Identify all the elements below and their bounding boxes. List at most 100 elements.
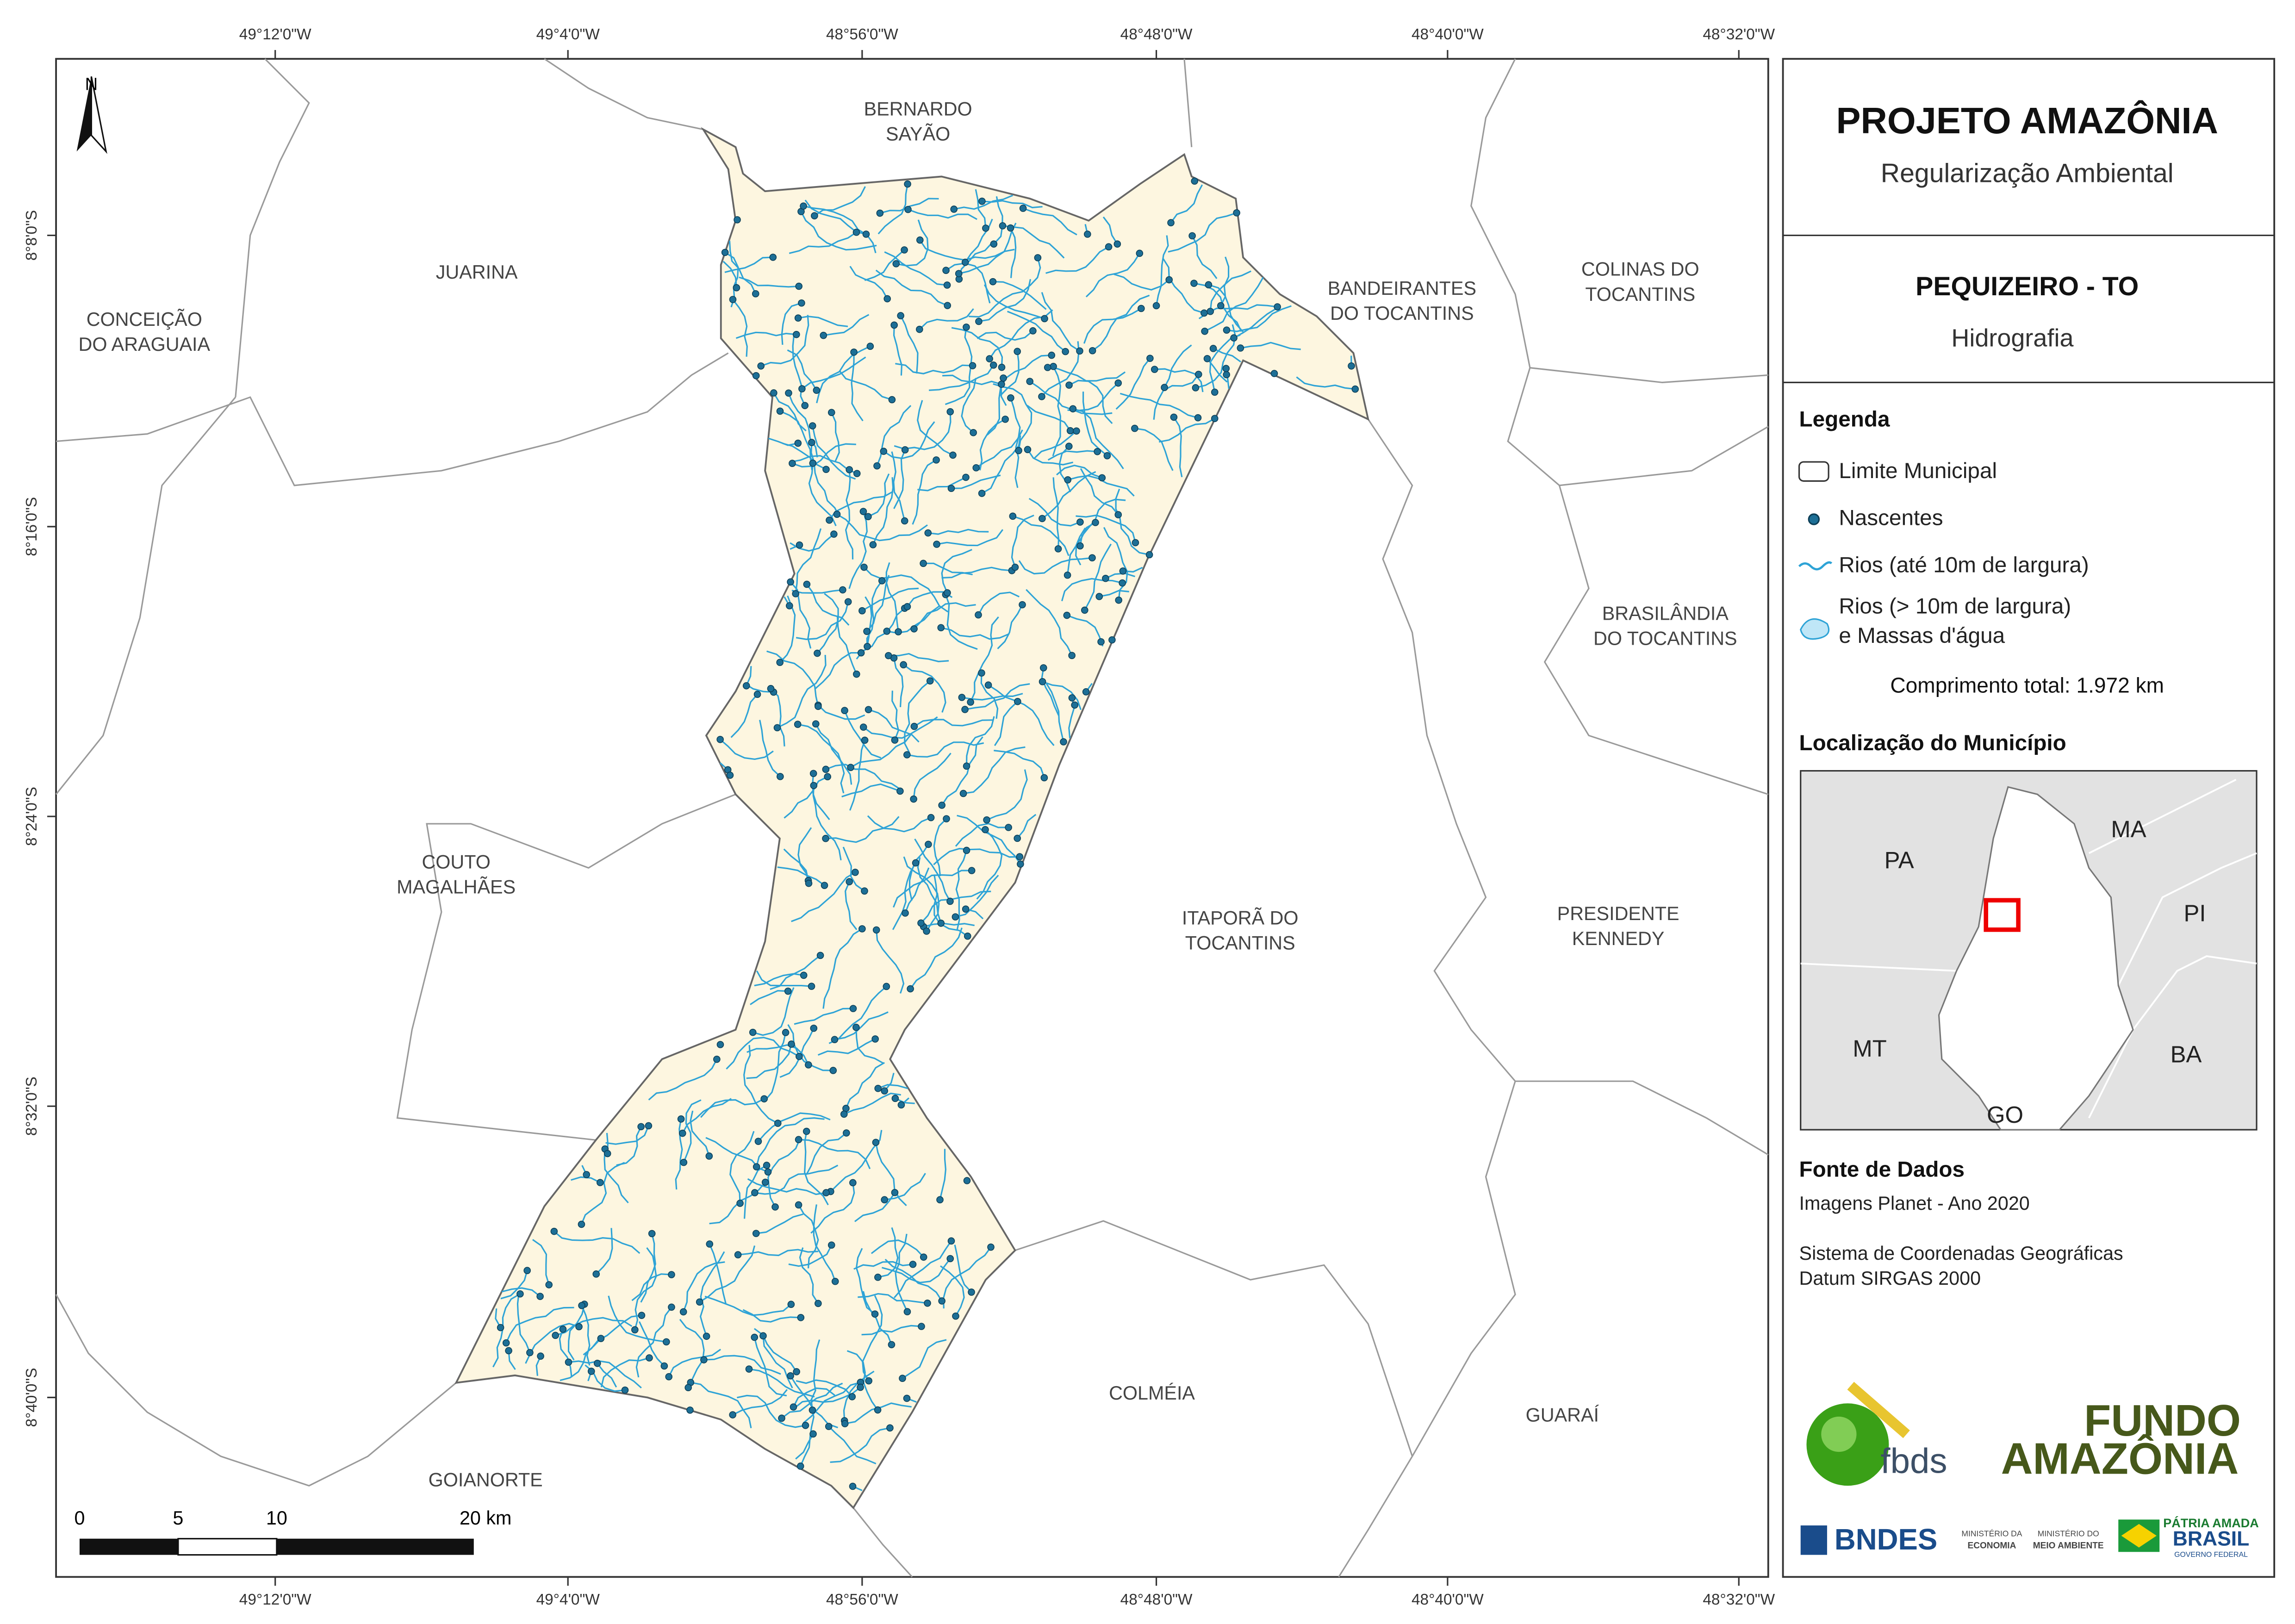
spring	[733, 284, 740, 292]
river	[608, 1295, 667, 1343]
spring	[1076, 518, 1084, 526]
river	[742, 1309, 801, 1323]
spring	[897, 312, 904, 319]
spring	[1088, 347, 1096, 355]
spring	[1237, 344, 1244, 352]
spring	[794, 721, 802, 728]
river	[955, 822, 1009, 847]
river	[923, 922, 975, 927]
spring	[1015, 447, 1022, 454]
spring	[858, 607, 866, 615]
spring	[1190, 280, 1198, 287]
river	[830, 1427, 890, 1463]
spring	[1211, 415, 1219, 423]
river	[806, 584, 850, 626]
river	[758, 1112, 831, 1142]
river	[846, 1350, 878, 1411]
river	[803, 205, 877, 254]
spring	[816, 952, 824, 959]
spring	[943, 815, 950, 822]
spring	[880, 448, 888, 455]
river	[888, 653, 949, 662]
spring	[497, 1324, 504, 1332]
spring	[947, 485, 955, 492]
spring	[798, 385, 806, 392]
spring	[1222, 365, 1230, 372]
spring	[559, 1325, 567, 1333]
river	[875, 1142, 907, 1207]
spring	[734, 216, 741, 224]
place-label: BANDEIRANTES	[1328, 278, 1476, 299]
river	[1154, 368, 1204, 392]
spring	[1065, 381, 1073, 389]
place-label: GOIANORTE	[429, 1469, 543, 1491]
spring	[962, 473, 970, 481]
river	[893, 325, 902, 376]
spring	[949, 451, 957, 459]
spring	[925, 840, 932, 848]
river	[808, 463, 837, 526]
spring	[809, 422, 816, 429]
spring	[989, 278, 997, 286]
river	[581, 1305, 591, 1366]
spring	[883, 295, 891, 303]
inset-borders	[1800, 778, 2257, 1119]
river	[876, 405, 912, 467]
river	[730, 694, 758, 738]
spring	[660, 1362, 668, 1370]
legend-label: Rios (até 10m de largura)	[1839, 553, 2089, 577]
spring	[679, 1308, 687, 1316]
river	[1240, 342, 1301, 350]
spring	[789, 460, 796, 467]
spring	[753, 1163, 760, 1170]
spring	[815, 703, 822, 710]
spring	[1138, 305, 1145, 312]
spring	[852, 1024, 860, 1031]
spring	[859, 723, 867, 731]
river	[1082, 392, 1108, 456]
lon-label: 48°48'0"W	[1120, 26, 1193, 43]
river	[795, 528, 822, 594]
spring	[1351, 385, 1359, 393]
river	[1220, 256, 1230, 306]
river	[1066, 615, 1104, 647]
spring	[752, 372, 760, 380]
spring	[895, 628, 902, 635]
river	[1076, 514, 1136, 543]
river	[812, 773, 830, 821]
river	[773, 392, 807, 432]
river	[724, 256, 773, 273]
river	[767, 1139, 801, 1207]
spring	[982, 224, 989, 232]
scale-label: 5	[173, 1507, 183, 1529]
spring	[947, 1237, 955, 1245]
river	[917, 400, 953, 456]
river	[1163, 344, 1192, 388]
spring	[958, 694, 966, 701]
spring	[1009, 512, 1017, 520]
river	[980, 673, 999, 719]
river	[941, 736, 983, 806]
spring	[798, 299, 805, 307]
bndes-icon	[1800, 1525, 1827, 1555]
spring	[844, 598, 852, 606]
legend-swatch	[1798, 461, 1829, 482]
spring	[904, 205, 912, 213]
river	[1033, 430, 1077, 460]
river	[955, 850, 968, 930]
spring	[516, 1290, 524, 1298]
spring	[861, 736, 869, 744]
place-label: SAYÃO	[886, 123, 950, 144]
river	[1010, 398, 1021, 488]
spring	[1192, 384, 1200, 392]
river	[977, 591, 1020, 616]
river	[799, 1247, 819, 1304]
river	[737, 1394, 806, 1428]
river	[1026, 404, 1071, 431]
spring	[830, 530, 838, 538]
spring	[821, 882, 828, 889]
spring	[1017, 860, 1024, 868]
patria: BRASIL	[2173, 1528, 2250, 1550]
spring	[1161, 384, 1168, 391]
river	[605, 1125, 649, 1145]
